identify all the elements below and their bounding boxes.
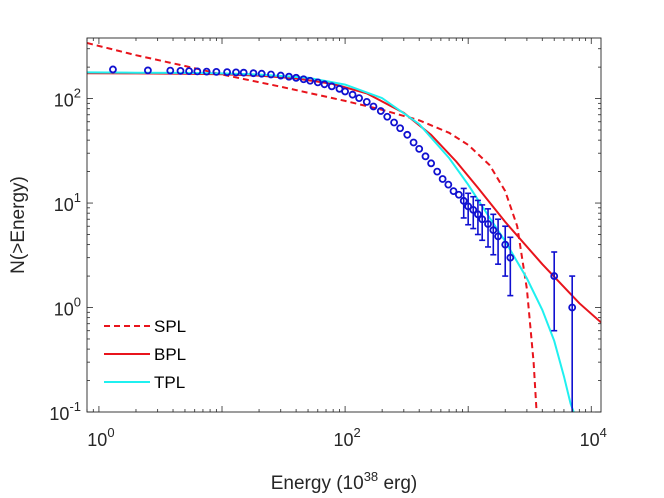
data-point	[415, 144, 424, 153]
data-point	[474, 210, 482, 219]
y-tick-label: 100	[54, 295, 81, 320]
data-point	[409, 138, 418, 147]
data-point	[176, 67, 185, 75]
data-point	[193, 67, 202, 76]
data-point	[444, 180, 453, 189]
data-point	[223, 68, 232, 77]
x-axis-label-main: Energy (10	[271, 473, 364, 494]
y-tick-base: 10	[54, 195, 74, 215]
data-point	[267, 70, 275, 79]
y-axis-label: N(>Energy)	[8, 176, 29, 274]
x-tick-label: 102	[333, 425, 360, 450]
data-point	[484, 220, 492, 228]
x-tick-exponent: 2	[353, 425, 360, 440]
data-point	[257, 69, 266, 78]
data-point	[489, 226, 498, 235]
error-bar	[502, 225, 509, 277]
error-bar	[507, 236, 514, 297]
data-point	[292, 73, 301, 82]
data-point	[396, 124, 405, 133]
error-bar	[551, 251, 558, 332]
x-tick-label: 100	[87, 425, 114, 450]
legend-label-spl: SPL	[154, 317, 186, 336]
data-point	[454, 190, 463, 199]
data-point	[355, 94, 364, 103]
x-axis-label-exponent: 38	[364, 469, 378, 484]
data-point	[212, 68, 221, 76]
y-tick-label: 102	[54, 86, 81, 111]
data-point	[421, 152, 430, 161]
data-point	[478, 215, 487, 224]
data-point	[362, 97, 371, 106]
data-point	[469, 205, 478, 214]
data-point	[494, 232, 502, 241]
data-point	[449, 187, 458, 196]
plot-frame	[86, 37, 602, 413]
plot-data-layer	[87, 42, 601, 412]
data-point	[506, 253, 515, 262]
data-point	[276, 71, 285, 80]
legend-label-bpl: BPL	[154, 345, 186, 364]
data-point	[239, 68, 248, 77]
data-point	[369, 102, 378, 111]
data-point	[327, 82, 336, 91]
data-point	[185, 67, 193, 76]
data-point	[438, 175, 447, 183]
legend-label-tpl: TPL	[154, 373, 185, 392]
y-tick-exponent: 1	[74, 190, 81, 205]
x-axis-label-unit: erg)	[378, 473, 417, 494]
data-point	[376, 107, 385, 115]
data-point	[433, 167, 442, 176]
y-tick-base: 10	[54, 300, 74, 320]
legend: SPL BPL TPL	[104, 317, 186, 392]
data-point	[320, 80, 329, 89]
data-point	[383, 112, 392, 121]
x-tick-base: 10	[333, 430, 353, 450]
series-line-spl	[87, 42, 538, 412]
data-point	[501, 240, 510, 249]
x-tick-exponent: 0	[107, 425, 114, 440]
data-point	[249, 69, 258, 78]
series-line-tpl	[87, 71, 575, 412]
error-bar	[495, 218, 502, 265]
data-point	[550, 272, 559, 280]
data-point	[427, 159, 436, 168]
data-point	[285, 72, 293, 81]
x-tick-label: 104	[580, 425, 607, 450]
y-tick-base: 10	[54, 91, 74, 111]
data-point	[313, 78, 322, 87]
data-point	[144, 66, 152, 75]
error-bar	[490, 213, 497, 256]
x-tick-exponent: 4	[600, 425, 607, 440]
x-axis-label: Energy (1038 erg)	[271, 469, 418, 494]
y-tick-exponent: -1	[69, 399, 81, 414]
data-point	[306, 76, 315, 85]
data-point	[166, 66, 175, 75]
data-point	[109, 65, 117, 74]
data-point	[202, 67, 211, 76]
data-point	[341, 87, 349, 96]
y-tick-base: 10	[49, 404, 69, 424]
y-tick-exponent: 2	[74, 86, 81, 101]
data-point	[464, 202, 473, 211]
y-tick-exponent: 0	[74, 295, 81, 310]
data-point	[568, 303, 577, 312]
x-tick-base: 10	[87, 430, 107, 450]
y-tick-label: 10-1	[49, 399, 81, 424]
data-point	[232, 68, 240, 77]
y-tick-label: 101	[54, 190, 81, 215]
x-tick-base: 10	[580, 430, 600, 450]
data-point	[459, 196, 468, 205]
data-point	[390, 118, 398, 127]
data-point	[403, 130, 412, 139]
data-point	[348, 90, 357, 99]
